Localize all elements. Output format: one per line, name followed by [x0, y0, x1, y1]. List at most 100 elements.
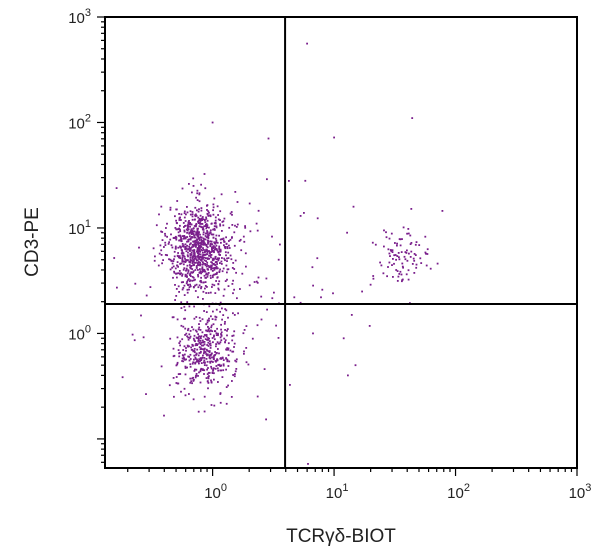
- event-dot: [204, 338, 207, 340]
- event-dot: [194, 361, 197, 364]
- event-dot: [203, 395, 206, 398]
- event-dot: [204, 351, 207, 354]
- y-tick-label: 102: [68, 112, 91, 132]
- event-dot: [189, 222, 191, 224]
- event-dot: [197, 241, 199, 243]
- event-dot: [408, 252, 410, 255]
- event-dot: [382, 272, 385, 275]
- event-dot: [172, 260, 175, 262]
- event-dot: [217, 287, 220, 290]
- event-dot: [203, 410, 206, 413]
- event-dot: [161, 231, 164, 233]
- event-dot: [195, 330, 198, 333]
- event-dot: [180, 237, 182, 239]
- event-dot: [415, 266, 418, 269]
- event-dot: [198, 346, 201, 349]
- event-dot: [243, 350, 245, 353]
- event-dot: [244, 225, 246, 227]
- event-dot: [201, 263, 204, 266]
- event-dot: [205, 358, 208, 360]
- event-dot: [200, 246, 203, 248]
- event-dot: [199, 351, 202, 354]
- event-dot: [181, 354, 184, 356]
- event-dot: [189, 285, 192, 288]
- event-dot: [189, 237, 192, 240]
- event-dot: [200, 209, 203, 212]
- event-dot: [312, 284, 314, 287]
- event-dot: [233, 231, 236, 234]
- event-dot: [193, 334, 196, 337]
- event-dot: [214, 237, 217, 240]
- event-dot: [206, 275, 209, 278]
- event-dot: [347, 374, 349, 377]
- event-dot: [193, 358, 195, 361]
- event-dot: [227, 316, 229, 319]
- event-dot: [197, 235, 199, 238]
- event-dot: [190, 229, 192, 232]
- event-dot: [193, 234, 195, 237]
- event-dot: [201, 249, 204, 252]
- event-dot: [394, 242, 396, 244]
- event-dot: [179, 263, 182, 265]
- event-dot: [415, 263, 418, 266]
- event-dot: [206, 344, 209, 346]
- event-dot: [204, 276, 207, 279]
- event-dot: [401, 265, 404, 268]
- event-dot: [398, 256, 400, 259]
- event-dot: [219, 341, 222, 344]
- event-dot: [424, 235, 427, 238]
- event-dot: [197, 333, 199, 336]
- event-dot: [221, 221, 224, 223]
- event-dot: [177, 231, 180, 234]
- event-dot: [173, 270, 175, 273]
- event-dot: [206, 354, 208, 357]
- event-dot: [233, 288, 235, 291]
- event-dot: [215, 266, 218, 269]
- event-dot: [207, 242, 209, 245]
- event-dot: [206, 360, 209, 363]
- event-dot: [196, 228, 199, 230]
- event-dot: [215, 360, 217, 363]
- event-dot: [197, 243, 200, 246]
- event-dot: [187, 284, 190, 286]
- event-dot: [170, 233, 172, 236]
- event-dot: [175, 288, 178, 290]
- event-dot: [231, 267, 234, 269]
- event-dot: [189, 363, 192, 366]
- event-dot: [424, 251, 427, 254]
- event-dot: [233, 314, 236, 316]
- event-dot: [198, 225, 201, 228]
- event-dot: [245, 361, 248, 364]
- event-dot: [179, 351, 181, 354]
- event-dot: [202, 251, 204, 254]
- event-dot: [208, 351, 211, 354]
- event-dot: [226, 257, 228, 260]
- event-dot: [208, 319, 210, 322]
- event-dot: [197, 249, 200, 252]
- event-dot: [407, 228, 410, 230]
- event-dot: [212, 357, 215, 360]
- event-dot: [176, 276, 178, 279]
- event-dot: [229, 238, 232, 241]
- event-dot: [182, 360, 185, 363]
- event-dot: [207, 328, 210, 331]
- event-dot: [209, 353, 212, 356]
- event-dot: [173, 250, 176, 253]
- event-dot: [185, 358, 187, 361]
- event-dot: [202, 281, 205, 284]
- event-dot: [379, 261, 381, 264]
- event-dot: [222, 224, 225, 227]
- event-dot: [211, 246, 213, 249]
- event-dot: [263, 368, 266, 370]
- event-dot: [219, 357, 222, 360]
- event-dot: [205, 335, 208, 338]
- event-dot: [402, 226, 405, 229]
- event-dot: [183, 230, 186, 233]
- event-dot: [196, 262, 199, 264]
- event-dot: [184, 275, 187, 278]
- event-dot: [226, 347, 229, 349]
- event-dot: [231, 224, 234, 226]
- event-dot: [191, 276, 194, 278]
- event-dot: [225, 236, 227, 239]
- event-dot: [236, 223, 239, 226]
